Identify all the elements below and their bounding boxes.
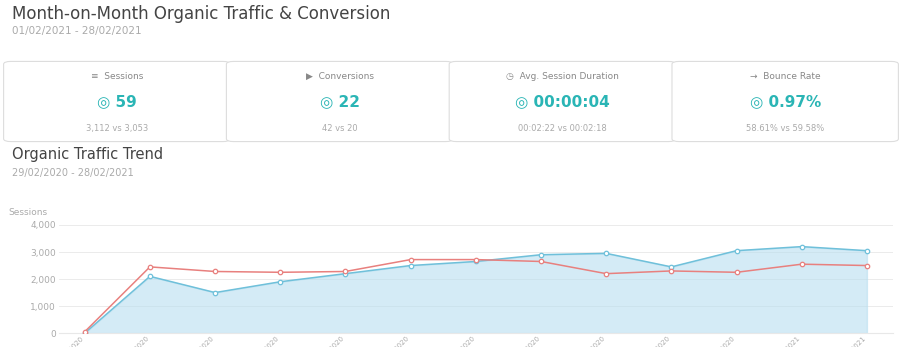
Text: ◎ 59: ◎ 59 [97, 94, 137, 109]
Text: 00:02:22 vs 00:02:18: 00:02:22 vs 00:02:18 [518, 124, 607, 133]
FancyBboxPatch shape [449, 61, 676, 142]
FancyBboxPatch shape [4, 61, 230, 142]
Text: 58.61% vs 59.58%: 58.61% vs 59.58% [746, 124, 824, 133]
Text: Sessions: Sessions [9, 208, 48, 217]
Text: ≡  Sessions: ≡ Sessions [90, 72, 143, 81]
Text: Organic Traffic Trend: Organic Traffic Trend [12, 147, 163, 162]
Text: ◎ 00:00:04: ◎ 00:00:04 [515, 94, 610, 109]
Text: ▶  Conversions: ▶ Conversions [306, 72, 373, 81]
Text: 29/02/2020 - 28/02/2021: 29/02/2020 - 28/02/2021 [12, 168, 133, 178]
Text: 01/02/2021 - 28/02/2021: 01/02/2021 - 28/02/2021 [12, 26, 142, 36]
Text: Month-on-Month Organic Traffic & Conversion: Month-on-Month Organic Traffic & Convers… [12, 5, 390, 23]
Text: ◎ 0.97%: ◎ 0.97% [750, 94, 821, 109]
Text: ◎ 22: ◎ 22 [319, 94, 360, 109]
Text: →  Bounce Rate: → Bounce Rate [750, 72, 821, 81]
Text: 3,112 vs 3,053: 3,112 vs 3,053 [86, 124, 148, 133]
FancyBboxPatch shape [672, 61, 898, 142]
FancyBboxPatch shape [226, 61, 453, 142]
Text: ◷  Avg. Session Duration: ◷ Avg. Session Duration [506, 72, 619, 81]
Text: 42 vs 20: 42 vs 20 [322, 124, 357, 133]
